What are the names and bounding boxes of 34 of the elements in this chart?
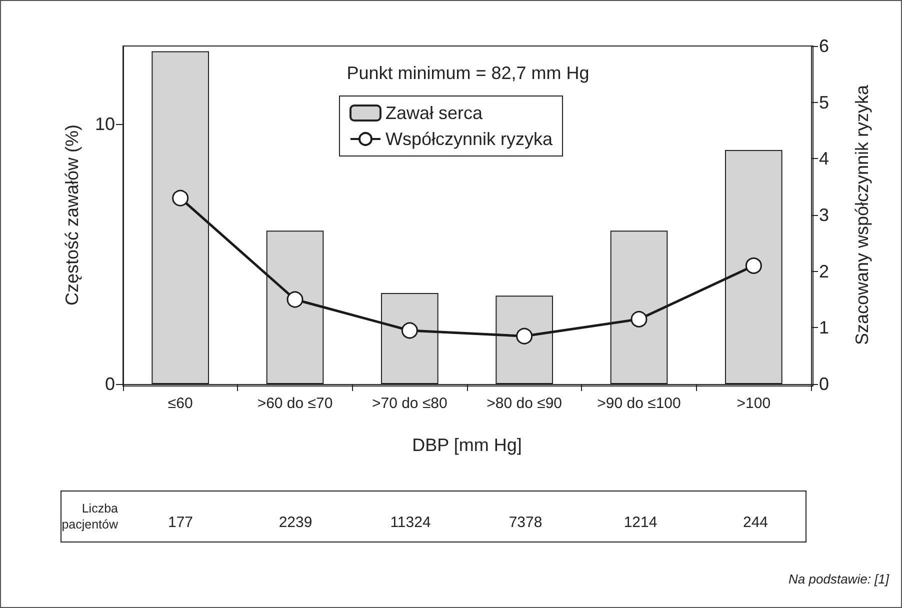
text: Liczba pacjentów (62, 502, 119, 532)
text: 177 (168, 514, 194, 531)
point (516, 328, 533, 344)
y2-tick-label: 2 (819, 261, 830, 282)
x-tick-label: >70 do ≤80 (372, 395, 448, 412)
point (401, 322, 418, 339)
legend-label: Współczynnik ryzyka (385, 129, 554, 149)
legend-label: Zawał serca (385, 103, 484, 123)
y-axis-title: Częstość zawałów (%) (62, 124, 82, 306)
y2-tick-label: 5 (819, 92, 830, 112)
point (745, 257, 762, 274)
y2-tick-label: 3 (819, 205, 830, 225)
text: 244 (742, 514, 768, 531)
point (172, 190, 189, 206)
annotation: Punkt minimum = 82,7 mm Hg (346, 63, 590, 83)
y2-axis-title: Szacowany współczynnik ryzyka (852, 84, 872, 346)
y2-tick-label: 6 (819, 36, 830, 56)
y-tick-label: 10 (94, 114, 115, 134)
text: 2239 (278, 514, 312, 531)
y2-tick-label: 4 (819, 148, 830, 169)
x-tick-label: >100 (736, 395, 771, 412)
y2-tick-label: 0 (819, 374, 830, 394)
x-tick-label: >60 do ≤70 (257, 395, 333, 412)
y2-tick-label: 1 (819, 318, 830, 338)
point (286, 291, 304, 308)
x-tick-label: ≤60 (168, 395, 193, 412)
text: 1214 (624, 514, 658, 531)
x-axis-title: DBP [mm Hg] (412, 435, 522, 455)
x-tick-label: >80 do ≤90 (486, 395, 562, 412)
text: 11324 (390, 514, 431, 531)
x-tick-label: >90 do ≤100 (597, 395, 681, 412)
point (630, 310, 648, 328)
text: 7378 (508, 514, 542, 531)
text: Na podstawie: [1] (788, 572, 890, 586)
